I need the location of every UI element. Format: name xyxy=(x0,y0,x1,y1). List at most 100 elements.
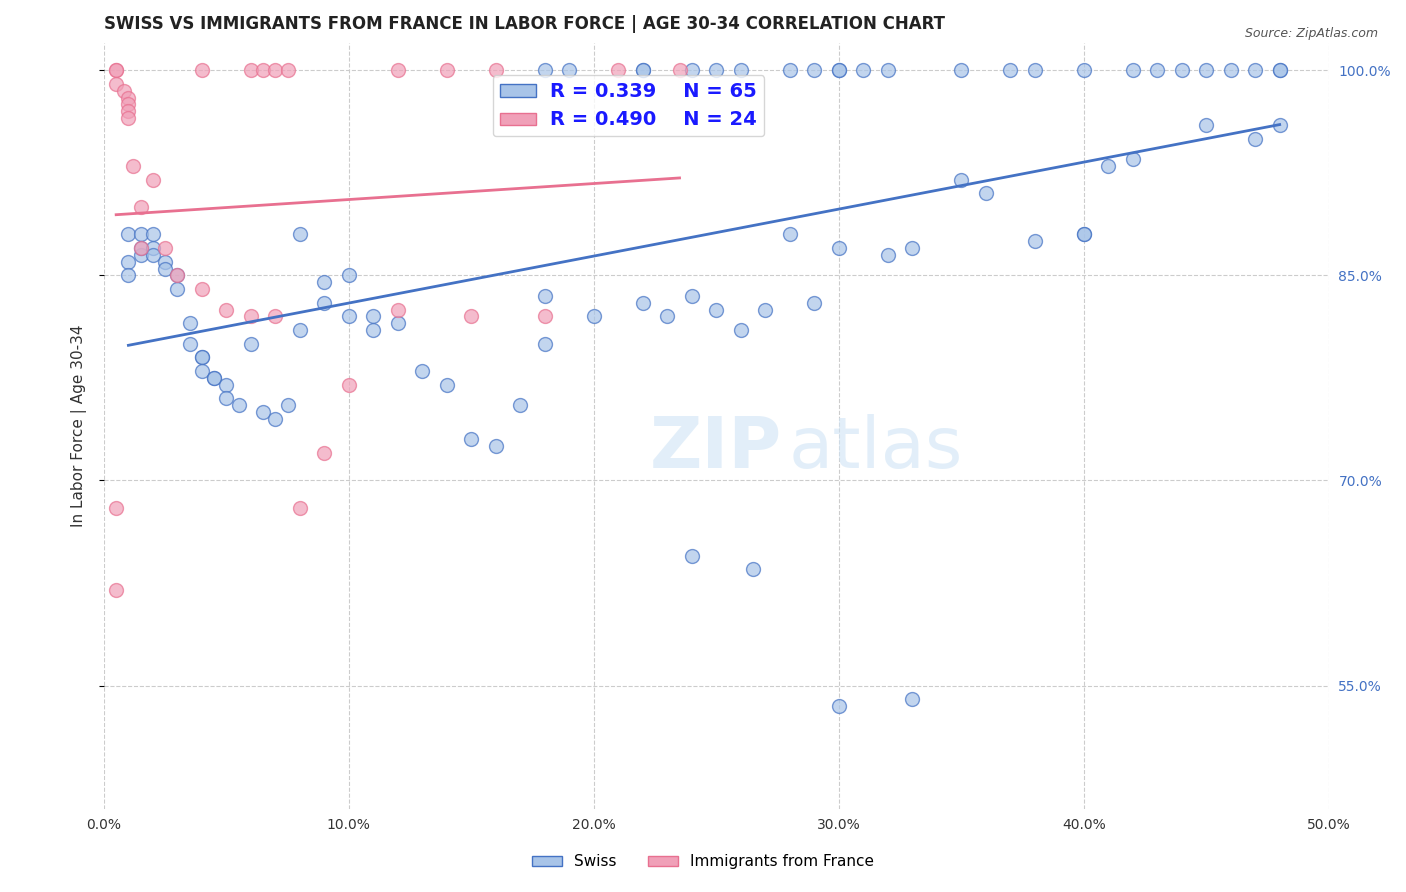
Point xyxy=(387,302,409,317)
Point xyxy=(631,295,654,310)
Point xyxy=(179,336,201,351)
Point xyxy=(239,310,262,324)
Y-axis label: In Labor Force | Age 30-34: In Labor Force | Age 30-34 xyxy=(72,325,87,527)
Point xyxy=(191,364,214,378)
Point xyxy=(166,268,188,283)
Point xyxy=(129,200,152,214)
Point xyxy=(558,63,581,78)
Point xyxy=(142,227,165,242)
Point xyxy=(142,248,165,262)
Point xyxy=(191,63,214,78)
Point xyxy=(485,63,508,78)
Point xyxy=(252,405,274,419)
Point xyxy=(704,302,727,317)
Point xyxy=(1195,63,1218,78)
Point xyxy=(288,500,311,515)
Point xyxy=(631,63,654,78)
Point xyxy=(264,412,287,426)
Point xyxy=(288,323,311,337)
Point xyxy=(277,398,299,412)
Point xyxy=(436,63,458,78)
Point xyxy=(314,295,336,310)
Point xyxy=(191,351,214,365)
Point xyxy=(1073,227,1095,242)
Point xyxy=(901,692,924,706)
Point xyxy=(363,310,385,324)
Point xyxy=(950,172,973,186)
Legend: R = 0.339    N = 65, R = 0.490    N = 24: R = 0.339 N = 65, R = 0.490 N = 24 xyxy=(492,75,765,136)
Point xyxy=(876,248,898,262)
Point xyxy=(202,371,225,385)
Point xyxy=(533,310,555,324)
Point xyxy=(1268,63,1291,78)
Point xyxy=(105,582,128,597)
Point xyxy=(117,227,139,242)
Point xyxy=(460,433,482,447)
Point xyxy=(252,63,274,78)
Point xyxy=(1122,152,1144,166)
Point xyxy=(264,63,287,78)
Point xyxy=(1195,118,1218,132)
Point xyxy=(1073,227,1095,242)
Point xyxy=(239,336,262,351)
Point xyxy=(191,351,214,365)
Point xyxy=(411,364,433,378)
Point xyxy=(533,336,555,351)
Point xyxy=(1219,63,1241,78)
Point xyxy=(533,289,555,303)
Point xyxy=(337,310,360,324)
Point xyxy=(129,248,152,262)
Point xyxy=(153,261,176,276)
Point xyxy=(117,104,139,119)
Point xyxy=(828,63,851,78)
Text: SWISS VS IMMIGRANTS FROM FRANCE IN LABOR FORCE | AGE 30-34 CORRELATION CHART: SWISS VS IMMIGRANTS FROM FRANCE IN LABOR… xyxy=(104,15,945,33)
Point xyxy=(166,268,188,283)
Point xyxy=(704,63,727,78)
Point xyxy=(803,295,825,310)
Point xyxy=(288,227,311,242)
Point xyxy=(657,310,679,324)
Point xyxy=(828,63,851,78)
Point xyxy=(730,323,752,337)
Text: ZIP: ZIP xyxy=(650,414,782,483)
Point xyxy=(730,63,752,78)
Point xyxy=(112,84,135,98)
Point xyxy=(852,63,875,78)
Point xyxy=(803,63,825,78)
Point xyxy=(1073,63,1095,78)
Point xyxy=(117,268,139,283)
Point xyxy=(122,159,145,173)
Point xyxy=(460,310,482,324)
Point xyxy=(215,392,238,406)
Point xyxy=(215,377,238,392)
Point xyxy=(876,63,898,78)
Point xyxy=(1024,63,1046,78)
Point xyxy=(314,275,336,289)
Point xyxy=(153,241,176,255)
Point xyxy=(1268,118,1291,132)
Point xyxy=(129,241,152,255)
Point xyxy=(117,254,139,268)
Point xyxy=(950,63,973,78)
Point xyxy=(337,268,360,283)
Point xyxy=(387,316,409,330)
Point xyxy=(153,254,176,268)
Point xyxy=(142,241,165,255)
Point xyxy=(436,377,458,392)
Point xyxy=(901,241,924,255)
Point xyxy=(779,227,801,242)
Point xyxy=(607,63,630,78)
Point xyxy=(387,63,409,78)
Text: Source: ZipAtlas.com: Source: ZipAtlas.com xyxy=(1244,27,1378,40)
Point xyxy=(179,316,201,330)
Point xyxy=(485,439,508,453)
Point xyxy=(509,398,531,412)
Point xyxy=(681,549,703,563)
Point xyxy=(105,63,128,78)
Legend: Swiss, Immigrants from France: Swiss, Immigrants from France xyxy=(526,848,880,875)
Point xyxy=(582,310,605,324)
Text: atlas: atlas xyxy=(789,414,963,483)
Point xyxy=(681,63,703,78)
Point xyxy=(828,241,851,255)
Point xyxy=(191,282,214,296)
